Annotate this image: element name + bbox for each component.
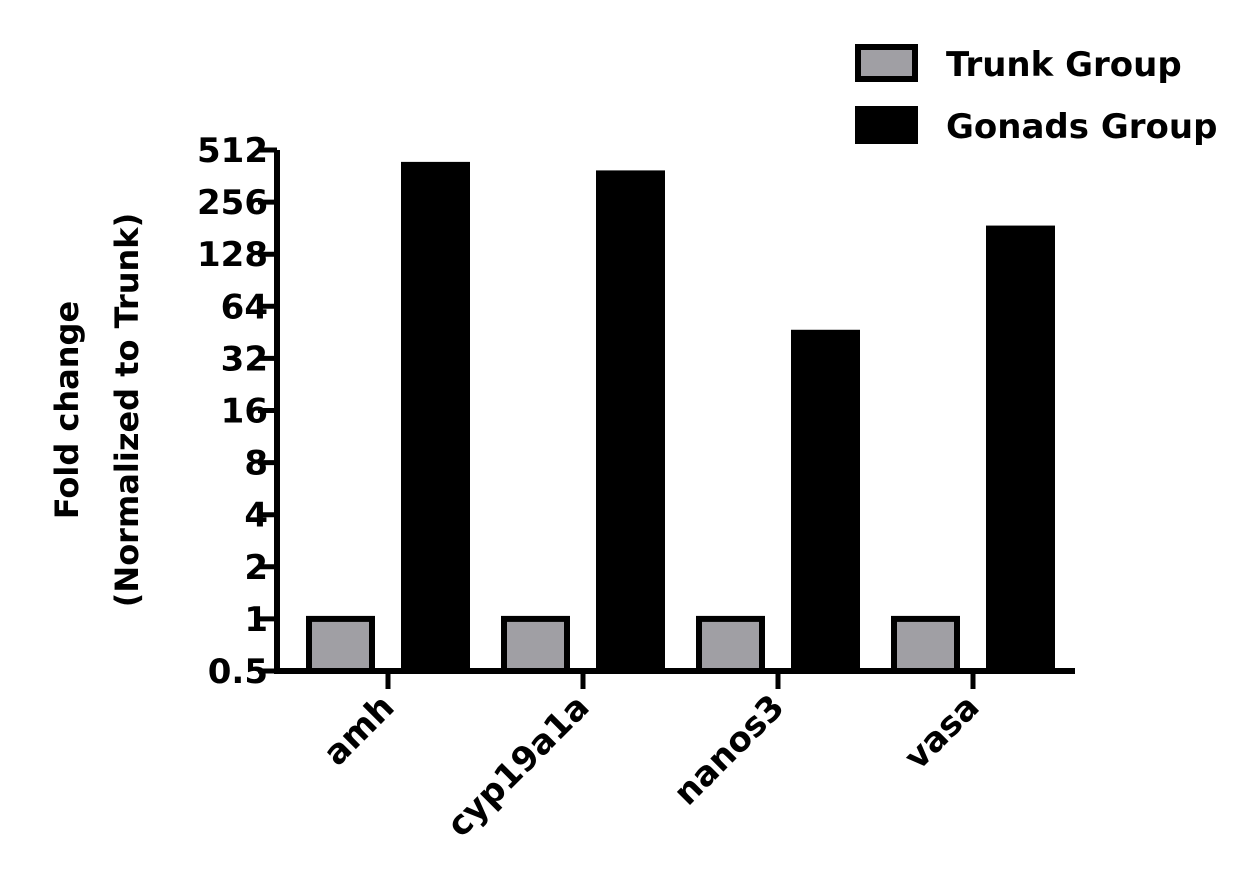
x-tick-label: vasa [897, 687, 988, 778]
y-axis-title-line-1: Fold change [48, 301, 86, 519]
legend-label: Gonads Group [946, 107, 1217, 147]
y-axis: 0.5 1 2 4 8 16 32 64 128 256 512 [197, 131, 280, 692]
y-tick-label: 1 [244, 600, 268, 640]
bar-nanos3-gonads [791, 329, 860, 674]
y-tick-label: 256 [197, 183, 268, 223]
x-tick-label: amh [316, 687, 403, 774]
y-tick-label: 16 [221, 392, 268, 432]
legend-swatch [855, 44, 918, 82]
legend-label: Trunk Group [946, 45, 1182, 85]
y-tick-label: 64 [221, 287, 268, 327]
bar-vasa-trunk [891, 615, 960, 675]
bars [306, 161, 1055, 675]
y-tick-label: 8 [244, 444, 268, 484]
y-tick-label: 32 [221, 339, 268, 379]
bar-amh-gonads [401, 161, 470, 674]
y-tick-label: 512 [197, 131, 268, 171]
y-tick-label: 4 [244, 496, 268, 536]
y-tick-label: 2 [244, 548, 268, 588]
bar-cyp19a1a-trunk [501, 615, 570, 675]
x-axis: amh cyp19a1a nanos3 vasa [274, 668, 1075, 845]
x-tick-label: nanos3 [666, 687, 792, 813]
bar-vasa-gonads [986, 225, 1055, 674]
bar-amh-trunk [306, 615, 375, 675]
bar-cyp19a1a-gonads [596, 170, 665, 674]
bar-nanos3-trunk [696, 615, 765, 675]
y-tick-label: 128 [197, 235, 268, 275]
legend-swatch [855, 106, 918, 144]
y-tick-label: 0.5 [208, 652, 268, 692]
x-tick-label: cyp19a1a [439, 687, 597, 845]
legend: Trunk Group Gonads Group [855, 44, 1217, 147]
y-axis-title: Fold change (Normalized to Trunk) [48, 213, 146, 607]
y-axis-title-line-2: (Normalized to Trunk) [108, 213, 146, 607]
